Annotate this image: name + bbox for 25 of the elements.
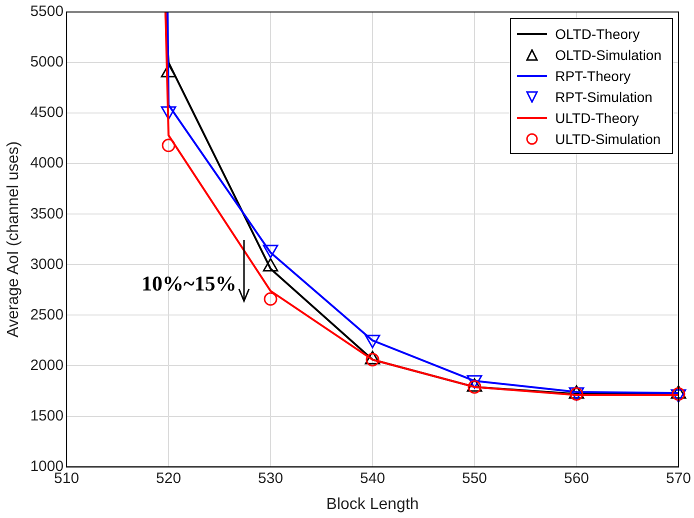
x-axis-title: Block Length	[326, 496, 419, 513]
x-tick-label: 560	[564, 470, 590, 487]
y-tick-label: 3000	[30, 256, 64, 273]
y-tick-label: 4000	[30, 154, 64, 172]
y-axis-title: Average AoI (channel uses)	[5, 141, 22, 338]
x-tick-label: 550	[462, 470, 488, 487]
y-tick-label: 3500	[30, 205, 64, 222]
legend-label: RPT-Theory	[555, 68, 631, 84]
y-tick-label: 1500	[30, 407, 64, 424]
annotation: 10%~15%	[141, 271, 236, 296]
x-tick-label: 520	[156, 470, 182, 487]
x-tick-label: 530	[258, 470, 284, 487]
legend-label: RPT-Simulation	[555, 88, 652, 104]
x-tick-label: 510	[54, 470, 80, 487]
y-tick-label: 4500	[30, 104, 64, 122]
y-tick-label: 2500	[30, 306, 64, 324]
x-tick-label: 540	[360, 470, 386, 487]
x-tick-label: 570	[666, 470, 691, 487]
y-tick-label: 5500	[30, 3, 64, 20]
legend-label: OLTD-Theory	[555, 26, 640, 42]
legend-label: OLTD-Simulation	[555, 46, 662, 62]
legend-label: ULTD-Theory	[555, 110, 639, 126]
y-tick-label: 5000	[30, 54, 64, 71]
legend-label: ULTD-Simulation	[555, 130, 661, 146]
y-tick-label: 2000	[30, 356, 64, 374]
